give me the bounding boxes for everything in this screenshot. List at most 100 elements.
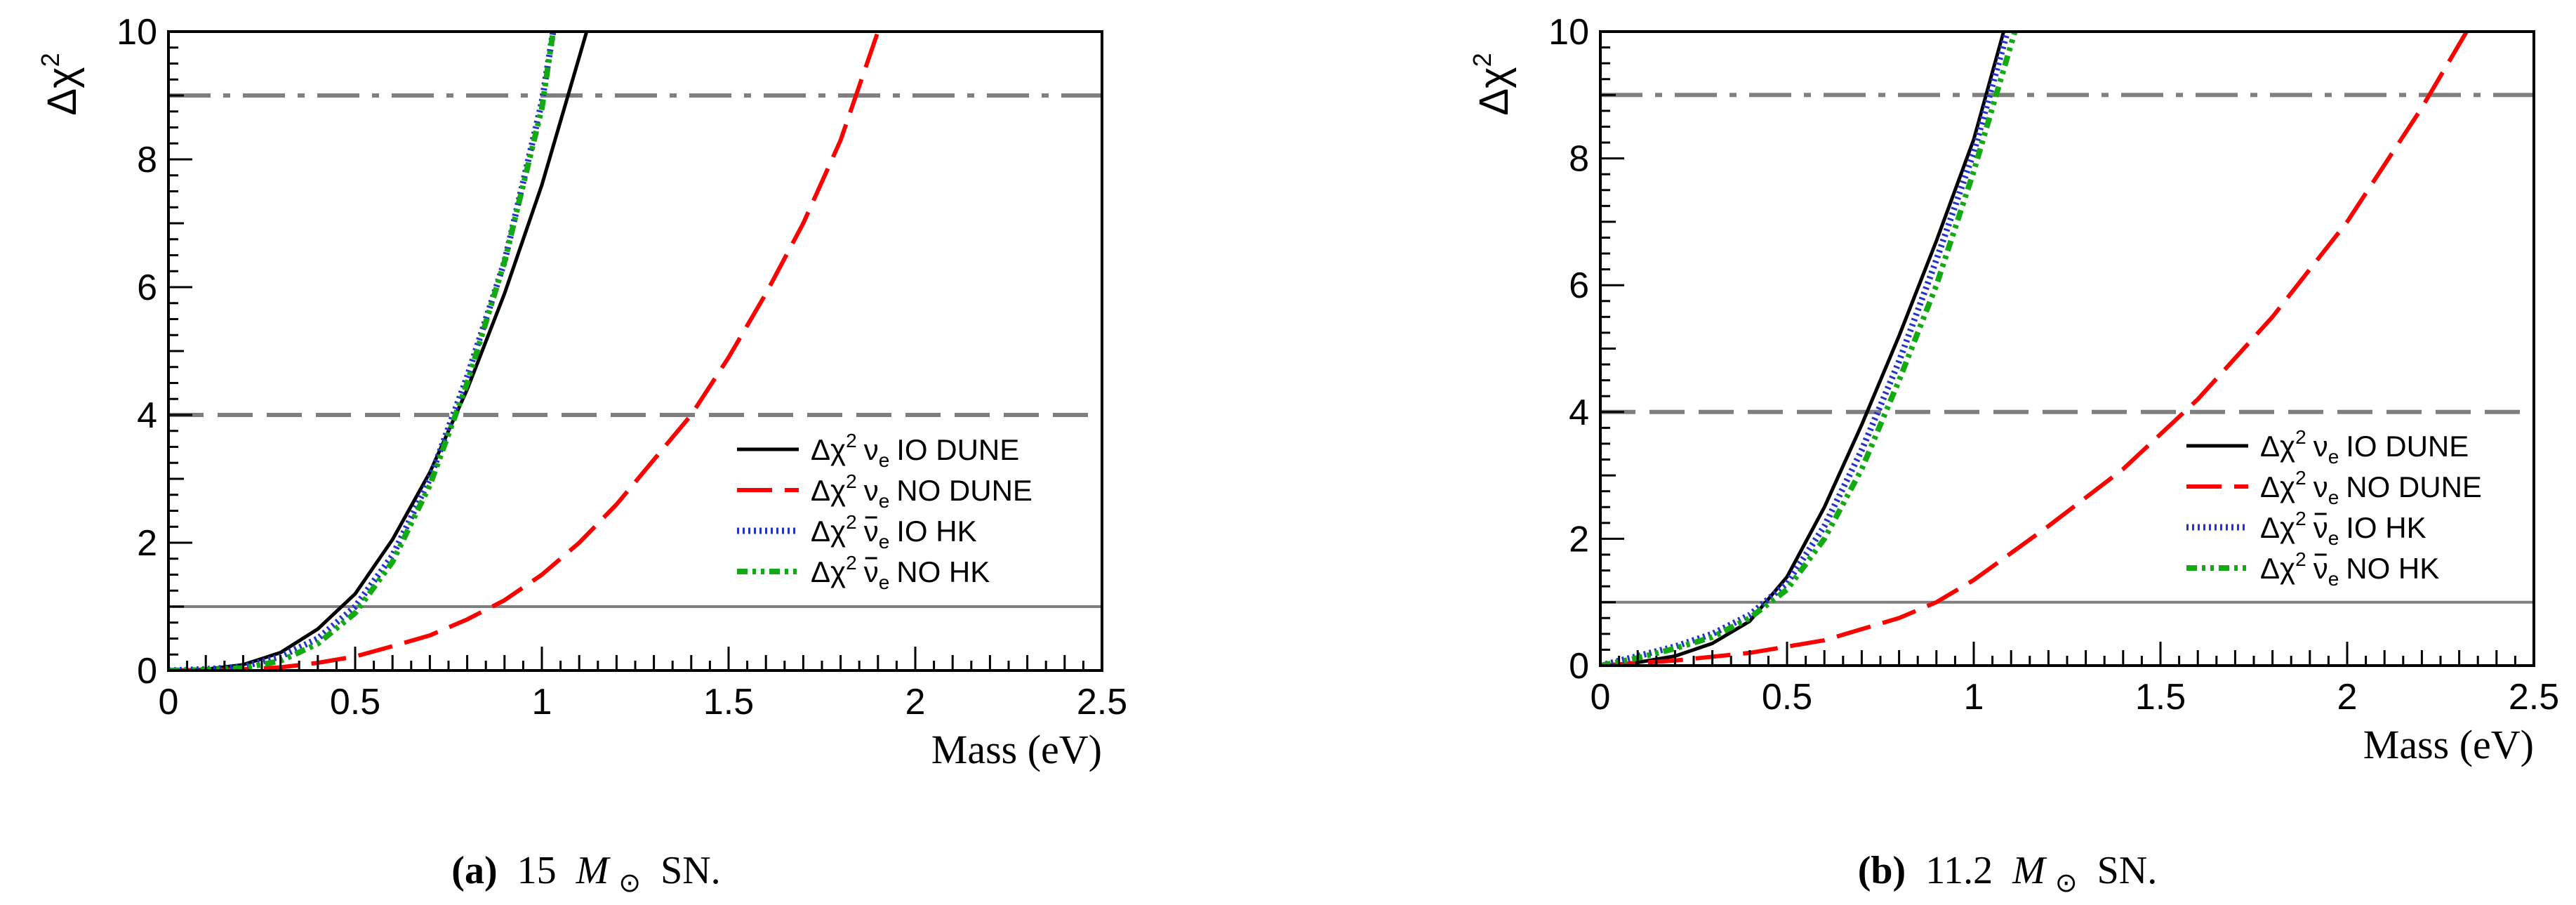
caption-a-mass: 15 bbox=[517, 849, 557, 892]
caption-a-subscript: ⊙ bbox=[618, 868, 641, 898]
y-axis-label-base: Δχ bbox=[39, 67, 85, 115]
legend-prefix: Δχ bbox=[2260, 430, 2295, 463]
y-axis-label-base: Δχ bbox=[1471, 67, 1517, 115]
caption-b-mass: 11.2 bbox=[1925, 849, 1993, 892]
legend-exponent: 2 bbox=[846, 552, 857, 574]
caption-a-label: (a) bbox=[451, 849, 497, 892]
legend-subscript: e bbox=[879, 449, 890, 471]
legend-entry-io-dune: Δχ2 νe IO DUNE bbox=[2260, 426, 2469, 468]
legend-entry-io-dune: Δχ2 νe IO DUNE bbox=[811, 430, 1019, 471]
y-axis-label: Δχ2 bbox=[36, 53, 85, 115]
x-tick-label: 2.5 bbox=[1077, 682, 1127, 722]
legend-subscript: e bbox=[2328, 487, 2339, 508]
series-line-no-hk bbox=[1600, 32, 2018, 666]
caption-a: (a) 15 M ⊙ SN. bbox=[451, 849, 720, 901]
x-tick-label: 2.5 bbox=[2509, 677, 2559, 718]
series-group bbox=[1600, 32, 2469, 666]
legend-exponent: 2 bbox=[2295, 508, 2306, 529]
legend-neutrino: ν bbox=[864, 433, 879, 466]
legend-neutrino: ν bbox=[864, 555, 879, 588]
y-tick-label: 6 bbox=[137, 267, 157, 308]
y-axis-label-exponent: 2 bbox=[36, 53, 65, 67]
caption-b-symbol: M bbox=[2012, 849, 2047, 892]
legend-prefix: Δχ bbox=[811, 515, 846, 548]
legend-subscript: e bbox=[879, 572, 890, 593]
legend-entry-no-dune: Δχ2 νe NO DUNE bbox=[811, 470, 1033, 512]
series-line-io-hk bbox=[1600, 32, 2011, 666]
legend-subscript: e bbox=[2328, 568, 2339, 590]
series-line-io-hk bbox=[168, 32, 557, 671]
legend-prefix: Δχ bbox=[2260, 552, 2295, 585]
legend-prefix: Δχ bbox=[811, 433, 846, 466]
legend-suffix: NO HK bbox=[896, 555, 990, 588]
legend-subscript: e bbox=[2328, 446, 2339, 468]
y-tick-label: 0 bbox=[1569, 646, 1589, 687]
x-axis-label: Mass (eV) bbox=[931, 727, 1102, 772]
y-tick-label: 8 bbox=[1569, 139, 1589, 180]
y-axis-label-exponent: 2 bbox=[1468, 53, 1496, 67]
y-tick-label: 8 bbox=[137, 140, 157, 180]
y-tick-label: 10 bbox=[1548, 12, 1589, 53]
legend-neutrino: ν bbox=[864, 474, 879, 507]
x-tick-label: 0.5 bbox=[330, 682, 380, 722]
legend-suffix: IO HK bbox=[2346, 511, 2426, 544]
x-tick-label: 1 bbox=[1964, 677, 1984, 718]
series-line-no-dune bbox=[168, 32, 880, 671]
legend-suffix: NO DUNE bbox=[896, 474, 1033, 507]
legend-entry-io-hk: Δχ2 νe IO HK bbox=[811, 511, 977, 553]
legend-prefix: Δχ bbox=[811, 474, 846, 507]
legend-prefix: Δχ bbox=[811, 555, 846, 588]
y-axis-label: Δχ2 bbox=[1468, 53, 1517, 115]
x-tick-label: 2 bbox=[2337, 677, 2358, 718]
caption-b-text: SN. bbox=[2097, 849, 2158, 892]
legend-neutrino: ν bbox=[2313, 511, 2328, 544]
x-tick-label: 0 bbox=[159, 682, 179, 722]
legend-entry-no-dune: Δχ2 νe NO DUNE bbox=[2260, 467, 2482, 508]
legend-neutrino: ν bbox=[2313, 430, 2328, 463]
caption-b-label: (b) bbox=[1858, 849, 1906, 892]
y-tick-label: 4 bbox=[1569, 392, 1589, 433]
legend-prefix: Δχ bbox=[2260, 511, 2295, 544]
x-tick-label: 2 bbox=[905, 682, 926, 722]
legend-suffix: IO HK bbox=[896, 515, 976, 548]
series-line-no-dune bbox=[1600, 32, 2469, 666]
x-axis-label: Mass (eV) bbox=[2363, 722, 2534, 767]
series-group bbox=[168, 32, 880, 671]
legend-neutrino: ν bbox=[864, 515, 879, 548]
legend-prefix: Δχ bbox=[2260, 470, 2295, 503]
legend-neutrino: ν bbox=[2313, 552, 2328, 585]
legend-subscript: e bbox=[879, 490, 890, 512]
legend-exponent: 2 bbox=[2295, 467, 2306, 489]
series-line-io-dune bbox=[168, 32, 589, 671]
caption-a-text: SN. bbox=[660, 849, 721, 892]
legend-subscript: e bbox=[2328, 527, 2339, 549]
x-tick-label: 1.5 bbox=[2135, 677, 2186, 718]
legend-suffix: IO DUNE bbox=[896, 433, 1019, 466]
legend-subscript: e bbox=[879, 531, 890, 553]
x-tick-label: 1.5 bbox=[703, 682, 754, 722]
legend-neutrino: ν bbox=[2313, 470, 2328, 503]
y-tick-label: 2 bbox=[1569, 519, 1589, 560]
x-tick-label: 0.5 bbox=[1762, 677, 1812, 718]
legend-entry-no-hk: Δχ2 νe NO HK bbox=[811, 552, 990, 593]
caption-b-subscript: ⊙ bbox=[2055, 868, 2078, 898]
legend-exponent: 2 bbox=[846, 470, 857, 492]
series-line-no-hk bbox=[168, 32, 556, 671]
legend-suffix: NO DUNE bbox=[2346, 470, 2482, 503]
legend-suffix: IO DUNE bbox=[2346, 430, 2469, 463]
caption-a-symbol: M bbox=[576, 849, 611, 892]
y-tick-label: 2 bbox=[137, 523, 157, 564]
x-tick-label: 1 bbox=[532, 682, 552, 722]
series-line-io-dune bbox=[1600, 32, 2006, 666]
legend-exponent: 2 bbox=[2295, 426, 2306, 448]
y-tick-label: 6 bbox=[1569, 265, 1589, 306]
legend-exponent: 2 bbox=[846, 430, 857, 451]
caption-b: (b) 11.2 M ⊙ SN. bbox=[1858, 849, 2157, 901]
legend-entry-io-hk: Δχ2 νe IO HK bbox=[2260, 508, 2426, 549]
y-tick-label: 4 bbox=[137, 395, 157, 436]
y-tick-label: 0 bbox=[137, 651, 157, 692]
legend-entry-no-hk: Δχ2 νe NO HK bbox=[2260, 548, 2439, 590]
